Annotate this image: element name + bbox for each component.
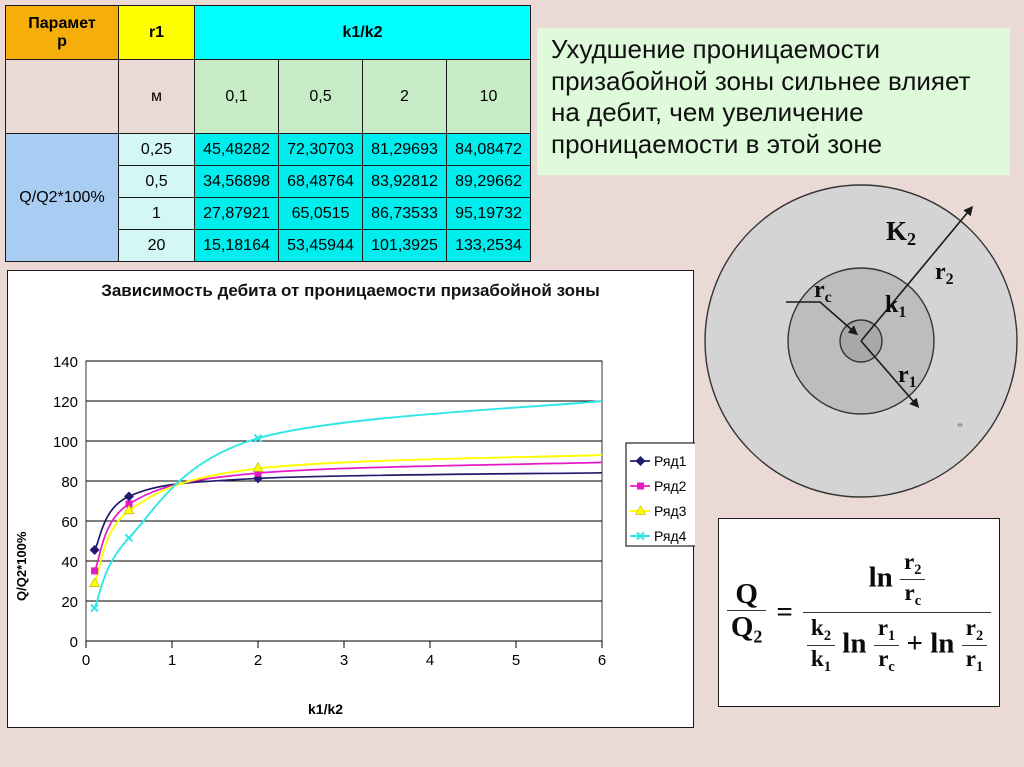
svg-text:100: 100 — [53, 434, 78, 451]
svg-text:Ряд3: Ряд3 — [654, 503, 687, 519]
svg-text:3: 3 — [340, 652, 348, 669]
svg-text:4: 4 — [426, 652, 434, 669]
svg-text:Ряд4: Ряд4 — [654, 528, 687, 544]
svg-text:40: 40 — [61, 554, 78, 571]
svg-text:Ряд1: Ряд1 — [654, 453, 687, 469]
svg-text:0: 0 — [82, 652, 90, 669]
svg-text:Ряд2: Ряд2 — [654, 478, 687, 494]
svg-text:2: 2 — [254, 652, 262, 669]
svg-text:140: 140 — [53, 354, 78, 371]
svg-text:20: 20 — [61, 594, 78, 611]
svg-text:60: 60 — [61, 514, 78, 531]
svg-text:0: 0 — [70, 634, 78, 651]
svg-text:120: 120 — [53, 394, 78, 411]
svg-text:5: 5 — [512, 652, 520, 669]
svg-text:1: 1 — [168, 652, 176, 669]
svg-text:6: 6 — [598, 652, 606, 669]
svg-text:80: 80 — [61, 474, 78, 491]
